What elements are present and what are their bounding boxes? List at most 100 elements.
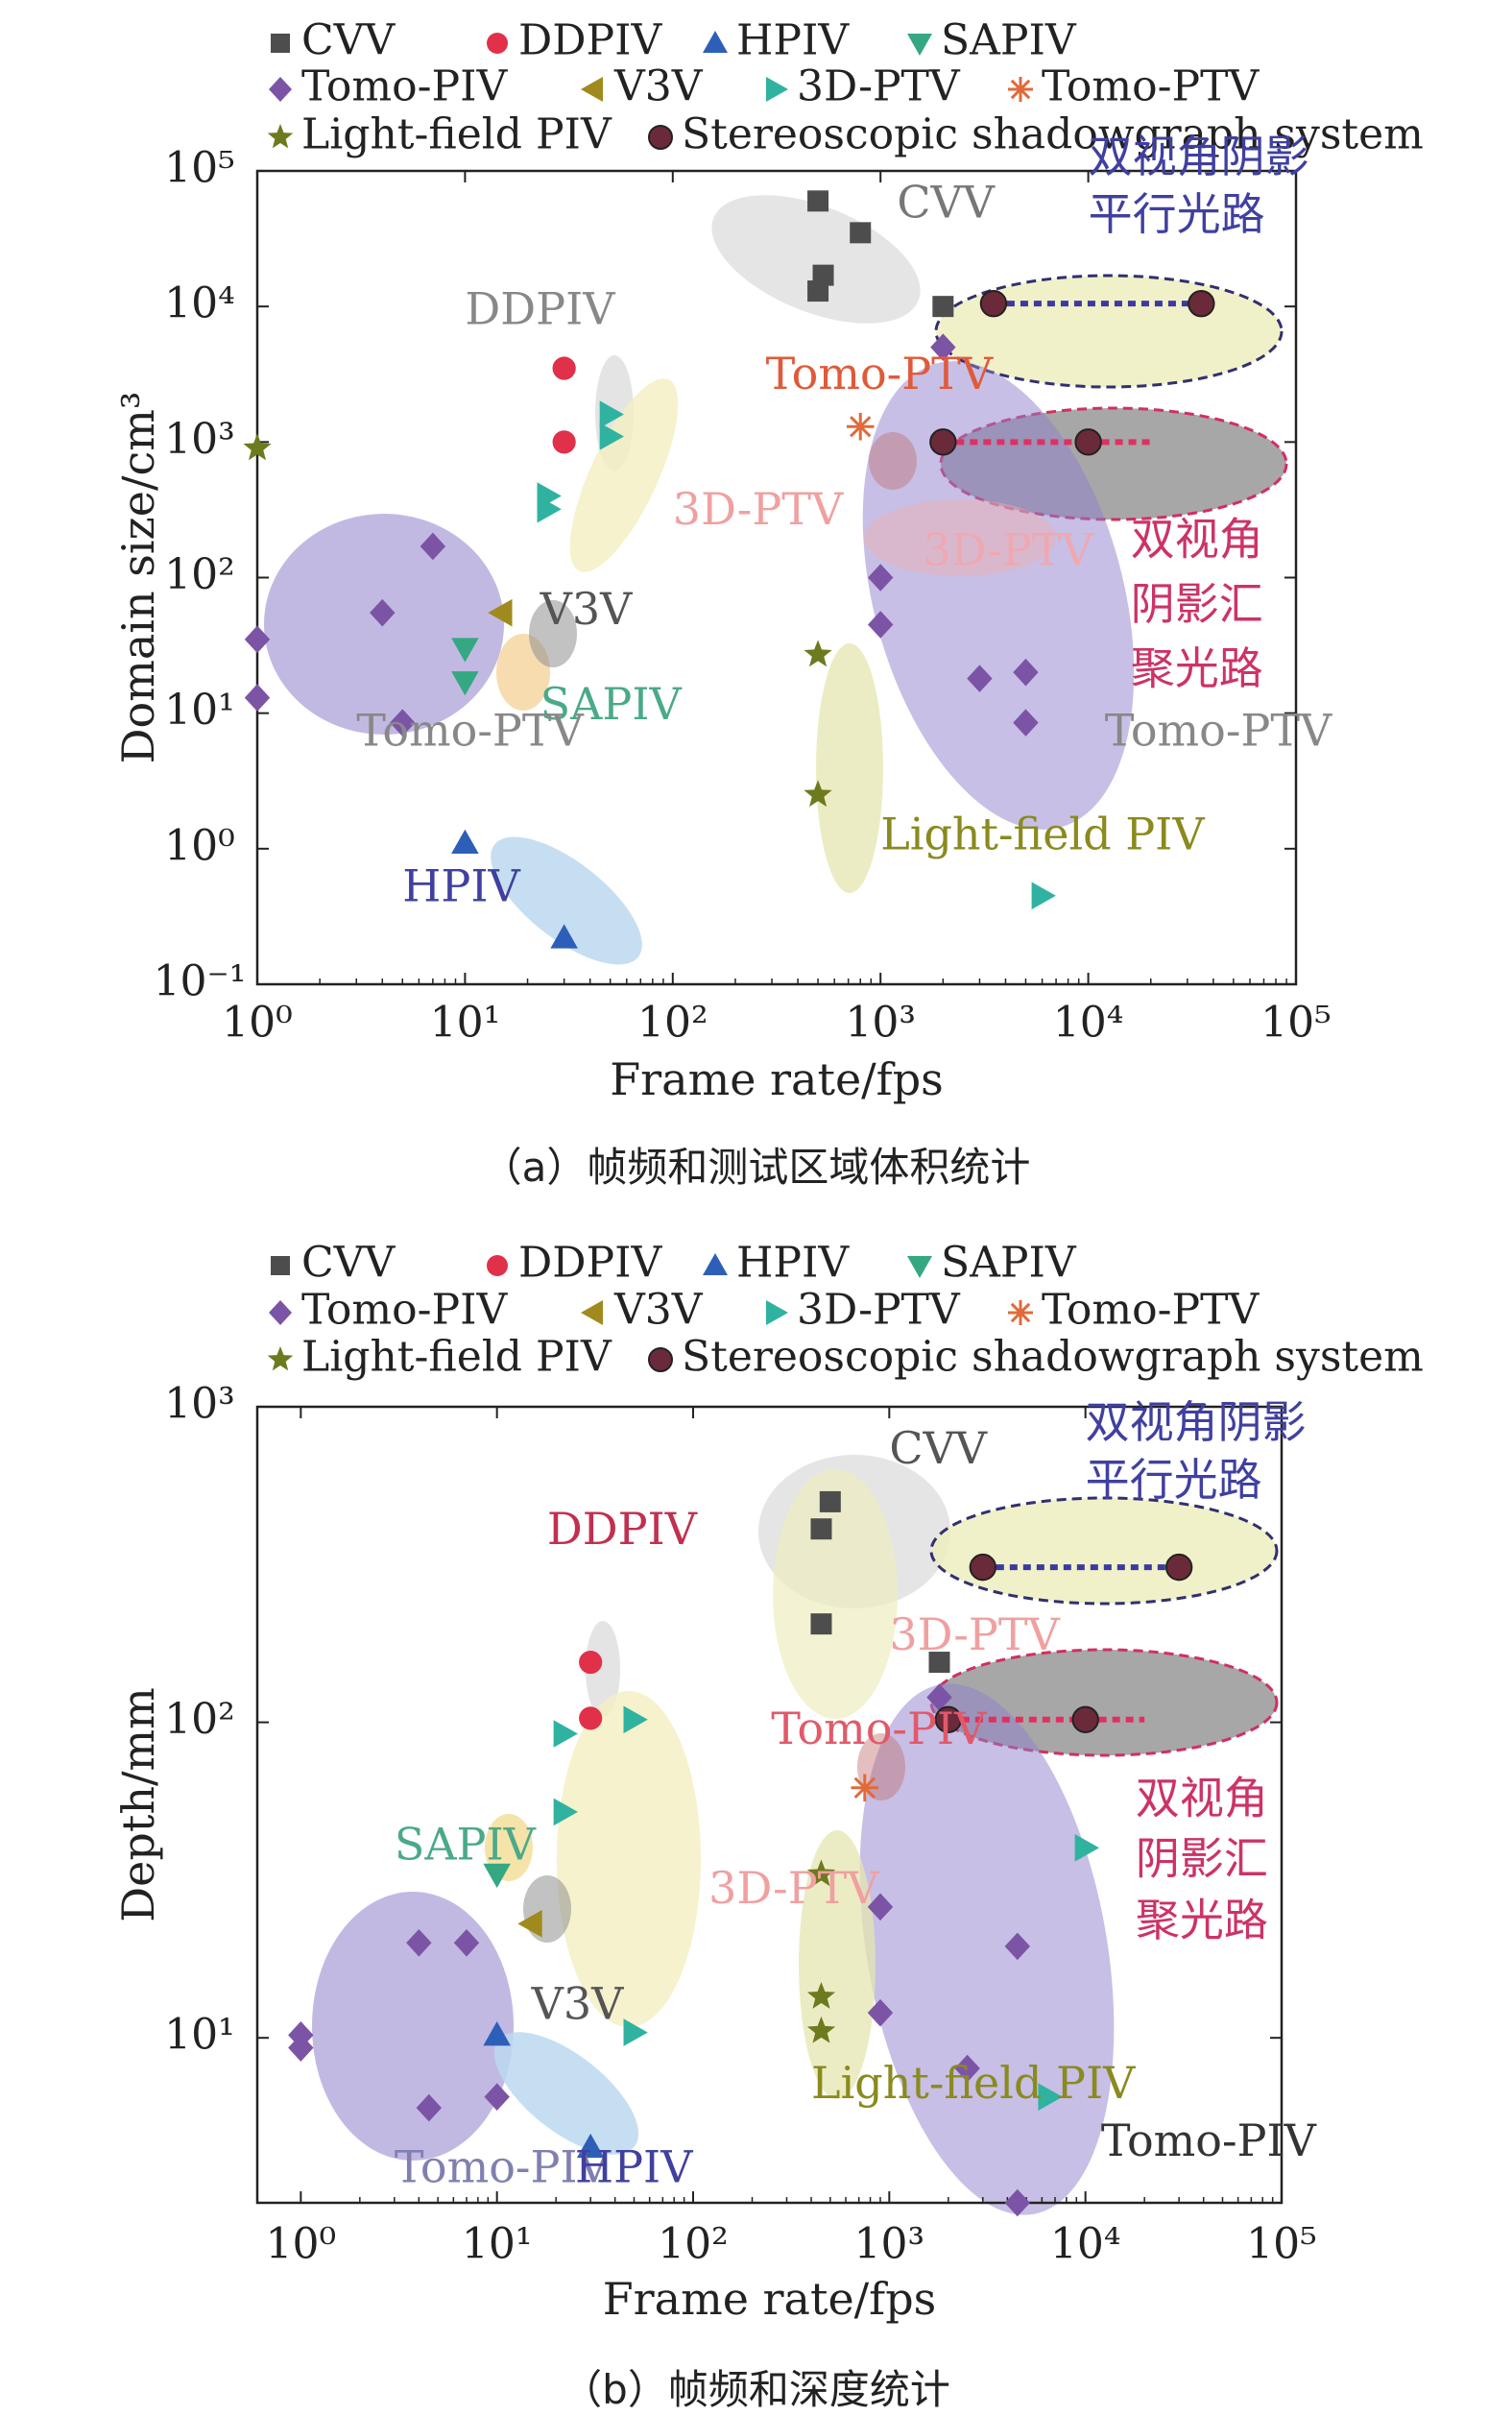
x-tick-label: 10⁰ — [266, 2220, 337, 2269]
caption-a: （a）帧频和测试区域体积统计 — [481, 1144, 1031, 1191]
point-shadow-2 — [929, 428, 957, 456]
legend-marker-hpiv — [703, 1253, 728, 1275]
point-ddpiv-0 — [579, 1650, 603, 1675]
point-shadow-3 — [1071, 1705, 1099, 1733]
annotation-3: DDPIV — [547, 1503, 698, 1555]
legend-label-hpiv: HPIV — [736, 1239, 850, 1288]
y-tick-label: 10¹ — [164, 2011, 235, 2060]
y-tick-label: 10⁻¹ — [154, 957, 247, 1006]
annotation-15: HPIV — [402, 859, 520, 911]
legend-label-sapiv: SAPIV — [941, 1239, 1077, 1288]
point-lightfield-1 — [804, 640, 832, 667]
cloud-ddpiv — [586, 1621, 620, 1717]
annotation-7: 3D-PTV — [708, 1862, 879, 1914]
annotation-6: SAPIV — [395, 1818, 537, 1870]
point-lightfield-1 — [806, 1981, 836, 2009]
point-cvv-0 — [807, 190, 829, 212]
annotation-0: CVV — [897, 177, 995, 229]
point-tomopiv-2 — [370, 598, 396, 627]
legend-marker-hpiv — [703, 31, 728, 53]
legend-marker-shadow — [648, 125, 673, 150]
annotation-14: Light-field PIV — [880, 809, 1205, 860]
point-shadow-1 — [1188, 289, 1215, 318]
point-cvv-4 — [932, 296, 954, 318]
point-ptv3d-3 — [599, 423, 624, 450]
point-ptv3d-1 — [623, 1705, 648, 1734]
point-tomopiv-9 — [1013, 658, 1039, 687]
x-tick-label: 10⁵ — [1260, 999, 1332, 1048]
point-tomoptv-0 — [851, 1774, 879, 1802]
y-tick-label: 10² — [164, 550, 235, 599]
point-sapiv-0 — [483, 1863, 511, 1889]
point-tomopiv-1 — [244, 684, 271, 712]
point-lightfield-2 — [804, 780, 832, 808]
point-tomopiv-3 — [453, 1928, 480, 1957]
legend-label-ptv3d: 3D-PTV — [797, 62, 961, 111]
legend-label-tomopiv: Tomo-PIV — [301, 1286, 508, 1335]
annotation-10: 聚光路 — [1136, 1894, 1268, 1945]
point-tomopiv-4 — [390, 709, 416, 737]
legend-label-shadow: Stereoscopic shadowgraph system — [682, 1333, 1424, 1382]
annotation-1: 双视角阴影 — [1089, 131, 1309, 182]
annotation-10: V3V — [540, 583, 633, 635]
plot-frame — [255, 1405, 1284, 2205]
annotation-1: 双视角阴影 — [1086, 1396, 1307, 1448]
point-shadow-2 — [934, 1705, 963, 1733]
data-series — [243, 190, 1215, 949]
x-tick-label: 10¹ — [462, 2220, 533, 2269]
legend: CVV DDPIV HPIV SAPIV Tomo-PIV V3V 3D-PTV Tomo-P… — [267, 1239, 1424, 1382]
cloud-v3v — [523, 1875, 571, 1943]
x-ticks: 10⁰ 10¹ 10² 10³ 10⁴ 10⁵ — [266, 1407, 1317, 2269]
y-axis-label: Domain size/cm³ — [112, 392, 164, 764]
annotation-0: CVV — [889, 1422, 987, 1474]
point-hpiv-1 — [576, 2133, 605, 2159]
annotation-9: 聚光路 — [1131, 642, 1263, 694]
annotation-2: 平行光路 — [1086, 1454, 1262, 1506]
legend-label-tomoptv: Tomo-PTV — [1042, 1286, 1260, 1335]
legend-marker-ptv3d — [766, 1300, 788, 1325]
x-axis-label: Frame rate/fps — [603, 2273, 937, 2325]
legend-label-lightfield: Light-field PIV — [301, 110, 612, 159]
legend-marker-cvv — [271, 1256, 290, 1275]
point-tomopiv-6 — [867, 1893, 894, 1921]
annotation-8: 阴影汇 — [1131, 578, 1263, 630]
legend-label-lightfield: Light-field PIV — [301, 1333, 612, 1382]
point-tomopiv-5 — [484, 2083, 510, 2111]
chart-a: CVV DDPIV HPIV SAPIV Tomo-PIV V3V 3D-PTV Tomo-P… — [112, 16, 1424, 1106]
point-ptv3d-3 — [623, 2018, 648, 2046]
x-tick-label: 10⁰ — [222, 999, 293, 1048]
point-tomopiv-10 — [1013, 709, 1039, 737]
point-tomopiv-11 — [926, 1683, 952, 1711]
point-tomopiv-3 — [420, 532, 446, 561]
annotation-13: Tomo-PTV — [1105, 705, 1332, 757]
point-cvv-1 — [850, 222, 872, 244]
legend-marker-cvv — [271, 34, 290, 53]
point-ptv3d-1 — [537, 495, 562, 523]
legend-marker-ddpiv — [487, 33, 508, 54]
legend-marker-tomopiv — [269, 77, 292, 102]
y-tick-label: 10⁴ — [164, 279, 235, 328]
annotation-13: Tomo-PIV — [1101, 2114, 1317, 2166]
point-ddpiv-1 — [552, 430, 576, 454]
legend-marker-ptv3d — [766, 77, 788, 102]
point-tomopiv-6 — [868, 611, 894, 639]
legend-marker-tomoptv — [1008, 77, 1033, 102]
x-tick-label: 10¹ — [430, 999, 501, 1048]
legend-marker-sapiv — [907, 1256, 932, 1278]
cloud-v3v — [529, 600, 577, 667]
legend-marker-v3v — [581, 1300, 603, 1325]
y-tick-label: 10³ — [164, 415, 235, 464]
point-hpiv-0 — [483, 2021, 511, 2046]
legend-marker-shadow — [648, 1347, 673, 1372]
point-shadow-3 — [1074, 428, 1102, 456]
legend-label-hpiv: HPIV — [736, 16, 850, 65]
x-tick-label: 10⁴ — [1053, 999, 1124, 1048]
point-ptv3d-2 — [599, 400, 624, 428]
cloud-shadow-parallel — [929, 1496, 1279, 1606]
x-ticks: 10⁰ 10¹ 10² 10³ 10⁴ 10⁵ — [222, 171, 1332, 1048]
legend: CVV DDPIV HPIV SAPIV Tomo-PIV V3V 3D-PTV Tomo-P… — [267, 16, 1424, 159]
annotation-11: V3V — [531, 1977, 624, 2029]
annotation-11: SAPIV — [540, 678, 683, 730]
